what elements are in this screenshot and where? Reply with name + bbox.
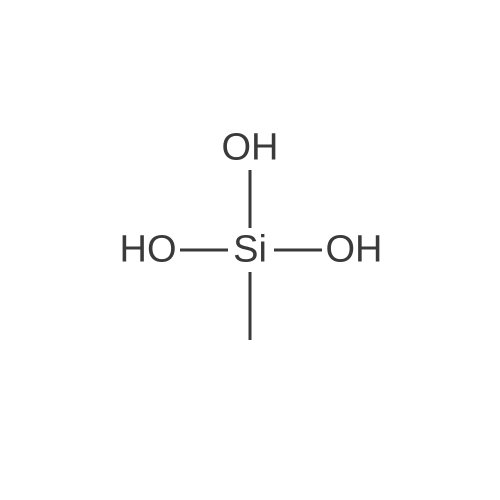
atom-left-ho: HO [120, 229, 177, 272]
bond-bottom [249, 272, 252, 340]
bond-right [274, 249, 322, 252]
atom-top-oh: OH [222, 127, 279, 170]
atom-right-oh: OH [326, 229, 383, 272]
atom-center-si: Si [233, 229, 267, 272]
bond-left [180, 249, 228, 252]
bond-top [249, 170, 252, 228]
chemical-structure-diagram: Si OH OH HO [0, 0, 500, 500]
